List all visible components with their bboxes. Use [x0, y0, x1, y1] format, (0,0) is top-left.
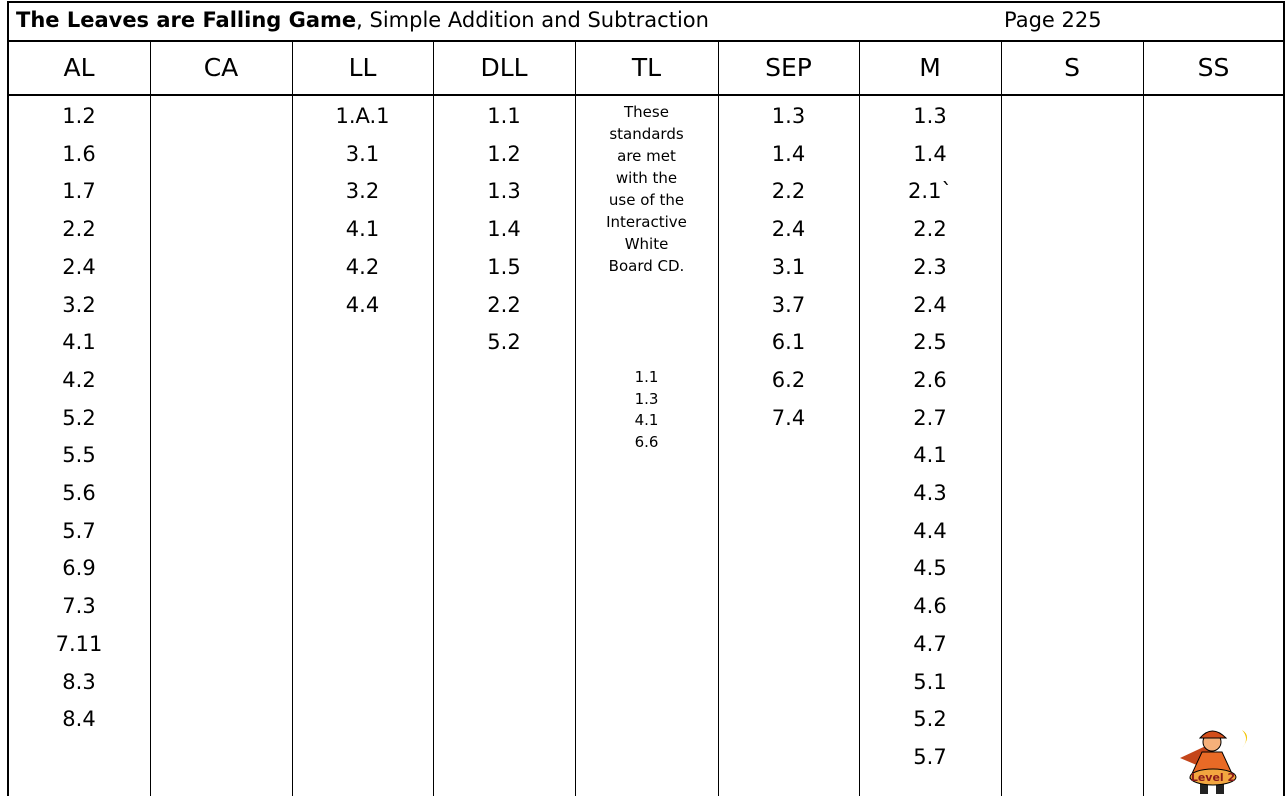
note-line: with the	[575, 169, 718, 187]
entry: 1.7	[8, 179, 150, 203]
column-header: M	[859, 53, 1001, 82]
page-number: Page 225	[1004, 8, 1102, 32]
entry: 5.1	[859, 670, 1001, 694]
entry: 4.1	[8, 330, 150, 354]
moon	[1242, 730, 1247, 748]
entry: 1.3	[718, 104, 859, 128]
column-divider	[1143, 41, 1144, 796]
entry: 1.4	[859, 142, 1001, 166]
column-header: LL	[292, 53, 433, 82]
entry: 5.2	[859, 707, 1001, 731]
entry: 2.6	[859, 368, 1001, 392]
column-divider	[1001, 41, 1002, 796]
entry: 6.2	[718, 368, 859, 392]
entry: 4.4	[859, 519, 1001, 543]
entry: 3.2	[292, 179, 433, 203]
entry: 4.6	[859, 594, 1001, 618]
entry: 6.9	[8, 556, 150, 580]
hat	[1200, 731, 1226, 738]
entry: 1.5	[433, 255, 575, 279]
entry: 3.7	[718, 293, 859, 317]
column-divider	[150, 41, 151, 796]
entry: 5.7	[859, 745, 1001, 769]
entry: 5.5	[8, 443, 150, 467]
entry: 4.7	[859, 632, 1001, 656]
entry: 7.4	[718, 406, 859, 430]
entry: 2.2	[718, 179, 859, 203]
entry: 1.3	[575, 390, 718, 408]
entry: 1.1	[575, 368, 718, 386]
entry: 1.2	[433, 142, 575, 166]
column-header: AL	[8, 53, 150, 82]
entry: 8.3	[8, 670, 150, 694]
entry: 1.4	[433, 217, 575, 241]
entry: 4.1	[292, 217, 433, 241]
entry: 4.2	[292, 255, 433, 279]
entry: 4.4	[292, 293, 433, 317]
entry: 2.4	[8, 255, 150, 279]
entry: 2.5	[859, 330, 1001, 354]
column-header: SS	[1143, 53, 1284, 82]
entry: 1.1	[433, 104, 575, 128]
entry: 1.3	[859, 104, 1001, 128]
entry: 6.6	[575, 433, 718, 451]
entry: 2.2	[859, 217, 1001, 241]
entry: 1.6	[8, 142, 150, 166]
entry: 5.2	[433, 330, 575, 354]
column-header: S	[1001, 53, 1143, 82]
page: The Leaves are Falling Game, Simple Addi…	[0, 0, 1286, 796]
border	[8, 94, 1285, 96]
entry: 3.1	[718, 255, 859, 279]
entry: 5.6	[8, 481, 150, 505]
entry: 4.2	[8, 368, 150, 392]
entry: 4.3	[859, 481, 1001, 505]
note-line: White	[575, 235, 718, 253]
column-header: CA	[150, 53, 292, 82]
column-header: DLL	[433, 53, 575, 82]
entry: 2.2	[8, 217, 150, 241]
entry: 2.4	[718, 217, 859, 241]
entry: 2.2	[433, 293, 575, 317]
note-line: are met	[575, 147, 718, 165]
entry: 1.A.1	[292, 104, 433, 128]
entry: 1.3	[433, 179, 575, 203]
note-line: use of the	[575, 191, 718, 209]
entry: 2.4	[859, 293, 1001, 317]
entry: 5.2	[8, 406, 150, 430]
badge-text: Level 2	[1191, 771, 1235, 784]
entry: 1.2	[8, 104, 150, 128]
entry: 6.1	[718, 330, 859, 354]
entry: 7.11	[8, 632, 150, 656]
title-rest: , Simple Addition and Subtraction	[356, 8, 709, 32]
title-bold: The Leaves are Falling Game	[16, 8, 356, 32]
level-illustration: Level 2	[1170, 722, 1280, 796]
border	[8, 40, 1285, 42]
column-header: TL	[575, 53, 718, 82]
note-line: Interactive	[575, 213, 718, 231]
entry: 4.1	[575, 411, 718, 429]
note-line: standards	[575, 125, 718, 143]
entry: 4.1	[859, 443, 1001, 467]
entry: 2.3	[859, 255, 1001, 279]
entry: 5.7	[8, 519, 150, 543]
entry: 4.5	[859, 556, 1001, 580]
entry: 2.1`	[859, 179, 1001, 203]
entry: 3.1	[292, 142, 433, 166]
entry: 2.7	[859, 406, 1001, 430]
entry: 7.3	[8, 594, 150, 618]
entry: 1.4	[718, 142, 859, 166]
note-line: These	[575, 103, 718, 121]
column-header: SEP	[718, 53, 859, 82]
title: The Leaves are Falling Game, Simple Addi…	[16, 8, 709, 32]
border	[1283, 1, 1285, 796]
entry: 3.2	[8, 293, 150, 317]
border	[8, 1, 1285, 3]
entry: 8.4	[8, 707, 150, 731]
note-line: Board CD.	[575, 257, 718, 275]
